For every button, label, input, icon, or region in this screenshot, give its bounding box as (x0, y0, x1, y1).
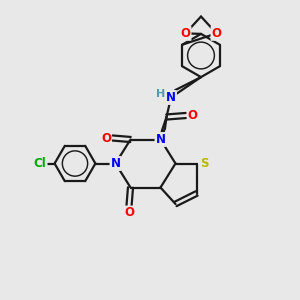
Text: H: H (156, 89, 165, 99)
Text: N: N (155, 133, 166, 146)
Text: O: O (188, 109, 198, 122)
Text: N: N (166, 91, 176, 104)
Text: O: O (181, 27, 190, 40)
Text: O: O (101, 131, 111, 145)
Text: S: S (200, 157, 208, 170)
Text: O: O (212, 27, 221, 40)
Text: O: O (124, 206, 134, 220)
Text: Cl: Cl (34, 157, 46, 170)
Text: N: N (110, 157, 121, 170)
